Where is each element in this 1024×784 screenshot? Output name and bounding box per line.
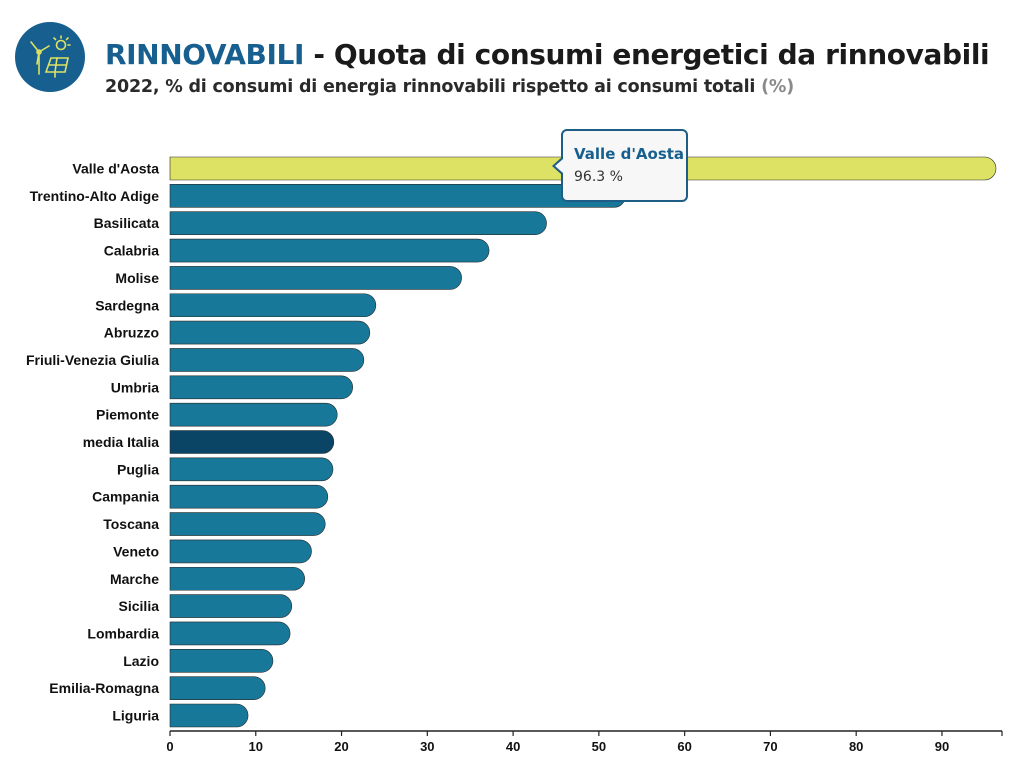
category-label-sicilia: Sicilia — [119, 598, 160, 614]
bar-trentino-alto-adige[interactable] — [169, 184, 626, 208]
bar-emilia-romagna[interactable] — [169, 676, 266, 700]
x-tick-label-30: 30 — [420, 739, 434, 754]
category-label-sardegna: Sardegna — [95, 297, 159, 313]
subtitle-text: 2022, % di consumi di energia rinnovabil… — [105, 77, 762, 97]
category-label-piemonte: Piemonte — [96, 407, 159, 423]
category-label-puglia: Puglia — [117, 461, 159, 477]
category-label-abruzzo: Abruzzo — [104, 325, 159, 341]
bars — [169, 156, 997, 728]
bar-media-italia[interactable] — [169, 430, 335, 454]
bar-campania[interactable] — [169, 484, 329, 509]
x-tick-label-70: 70 — [763, 739, 777, 754]
x-tick-label-10: 10 — [249, 739, 263, 754]
chart-title: RINNOVABILI - Quota di consumi energetic… — [105, 38, 990, 71]
category-label-lombardia: Lombardia — [87, 625, 159, 641]
x-tick-label-60: 60 — [677, 739, 691, 754]
category-label-friuli-venezia-giulia: Friuli-Venezia Giulia — [26, 352, 159, 368]
category-label-campania: Campania — [92, 489, 159, 505]
category-label-basilicata: Basilicata — [94, 215, 160, 231]
bar-piemonte[interactable] — [169, 402, 338, 427]
x-axis: 0 10 20 30 40 50 60 70 80 90 — [166, 730, 1003, 754]
category-label-valle-d-aosta: Valle d'Aosta — [72, 161, 159, 177]
bar-molise[interactable] — [169, 266, 462, 290]
category-label-molise: Molise — [115, 270, 159, 286]
bar-lombardia[interactable] — [169, 621, 291, 646]
category-label-calabria: Calabria — [104, 243, 159, 259]
category-label-umbria: Umbria — [111, 379, 159, 395]
category-label-emilia-romagna: Emilia-Romagna — [49, 680, 159, 696]
bar-puglia[interactable] — [169, 457, 334, 482]
subtitle-unit: (%) — [761, 77, 795, 97]
category-label-marche: Marche — [110, 571, 159, 587]
tooltip-title: Valle d'Aosta — [574, 145, 685, 163]
x-tick-label-90: 90 — [935, 739, 949, 754]
x-tick-label-40: 40 — [506, 739, 520, 754]
category-label-toscana: Toscana — [103, 516, 159, 532]
bar-toscana[interactable] — [169, 512, 326, 536]
tooltip-value: 96.3 % — [574, 169, 623, 185]
bar-veneto[interactable] — [169, 539, 312, 564]
bar-basilicata[interactable] — [169, 211, 547, 235]
bar-lazio[interactable] — [169, 649, 274, 673]
bar-abruzzo[interactable] — [169, 320, 371, 345]
bar-sicilia[interactable] — [169, 594, 293, 618]
bar-marche[interactable] — [169, 566, 305, 591]
chart-subtitle: 2022, % di consumi di energia rinnovabil… — [105, 77, 794, 97]
category-label-liguria: Liguria — [112, 708, 159, 724]
bar-friuli-venezia-giulia[interactable] — [169, 348, 365, 372]
bar-calabria[interactable] — [169, 238, 490, 263]
category-label-lazio: Lazio — [123, 653, 159, 669]
bar-sardegna[interactable] — [169, 293, 377, 318]
x-tick-label-80: 80 — [849, 739, 863, 754]
category-label-media-italia: media Italia — [83, 434, 159, 450]
bar-liguria[interactable] — [169, 703, 249, 728]
category-labels: Valle d'Aosta Trentino-Alto Adige Basilica… — [26, 161, 159, 724]
renewables-logo-icon — [15, 22, 85, 92]
category-label-trentino-alto-adige: Trentino-Alto Adige — [30, 188, 160, 204]
title-keyword: RINNOVABILI — [105, 38, 304, 71]
x-tick-label-50: 50 — [592, 739, 606, 754]
x-tick-label-20: 20 — [334, 739, 348, 754]
tooltip: Valle d'Aosta 96.3 % — [552, 129, 688, 202]
title-text: - Quota di consumi energetici da rinnova… — [303, 38, 990, 71]
bar-umbria[interactable] — [169, 375, 353, 400]
category-label-veneto: Veneto — [113, 543, 159, 559]
x-tick-label-0: 0 — [166, 739, 173, 754]
